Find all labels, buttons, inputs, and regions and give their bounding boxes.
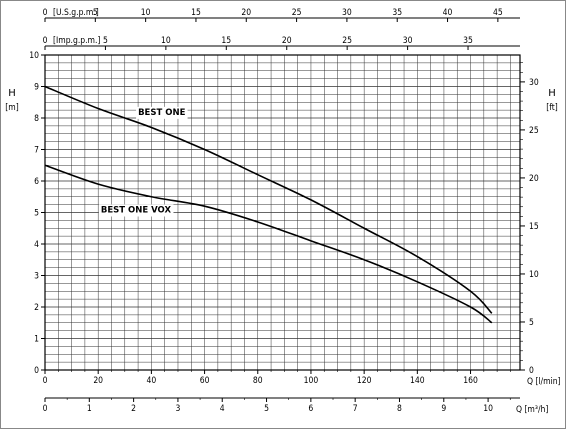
bottom-axis-tick-label: 100 — [304, 376, 319, 386]
usgpm-axis-tick-label: 35 — [392, 8, 402, 18]
impgpm-axis-tick-label: 25 — [342, 36, 352, 46]
impgpm-axis-tick-label: 10 — [161, 36, 171, 46]
usgpm-axis-tick-label: 5 — [93, 8, 98, 18]
left-axis-unit: [m] — [5, 103, 18, 113]
series-label-best-one-vox: BEST ONE VOX — [101, 206, 172, 216]
impgpm-axis-tick-label: 35 — [463, 36, 473, 46]
left-axis-tick-label: 4 — [34, 240, 39, 250]
left-axis-tick-label: 5 — [34, 209, 39, 219]
left-axis-tick-label: 2 — [34, 303, 39, 313]
m3h-axis-tick-label: 7 — [353, 404, 358, 414]
impgpm-axis-tick-label: 20 — [282, 36, 292, 46]
usgpm-axis-label: [U.S.g.p.m.] — [53, 8, 99, 18]
m3h-axis-tick-label: 6 — [308, 404, 313, 414]
usgpm-axis-tick-label: 40 — [443, 8, 453, 18]
right-axis-title: H — [548, 88, 556, 99]
m3h-axis-tick-label: 0 — [43, 404, 48, 414]
bottom-axis-tick-label: 160 — [463, 376, 478, 386]
series-label-bg — [98, 204, 174, 217]
m3h-axis-tick-label: 3 — [175, 404, 180, 414]
bottom-axis-tick-label: 20 — [93, 376, 103, 386]
m3h-axis-tick-label: 4 — [220, 404, 225, 414]
series-line-best-one-vox — [44, 164, 493, 324]
axis-labels: [U.S.g.p.m.] [Imp.g.p.m.] H [m] H [ft] Q [l/mi… — [5, 8, 560, 415]
usgpm-axis-tick-label: 10 — [141, 8, 151, 18]
right-axis-tick-label: 10 — [529, 270, 539, 280]
bottom-axis-tick-label: 0 — [43, 376, 48, 386]
m3h-axis-label: Q [m³/h] — [516, 405, 548, 415]
left-axis-tick-label: 1 — [34, 335, 39, 345]
right-axis-tick-label: 30 — [529, 78, 539, 88]
left-axis-tick-label: 10 — [29, 51, 39, 61]
left-axis-tick-label: 7 — [34, 146, 39, 156]
impgpm-axis-label: [Imp.g.p.m.] — [53, 36, 100, 46]
right-axis-tick-label: 0 — [529, 366, 534, 376]
grid — [45, 55, 520, 370]
right-axis-unit: [ft] — [546, 103, 558, 113]
bottom-axis-tick-label: 40 — [147, 376, 157, 386]
right-axis-tick-label: 25 — [529, 126, 539, 136]
usgpm-axis-tick-label: 45 — [493, 8, 503, 18]
m3h-axis-tick-label: 9 — [441, 404, 446, 414]
series-lines — [44, 85, 493, 324]
left-axis-tick-label: 0 — [34, 366, 39, 376]
impgpm-axis-tick-label: 30 — [403, 36, 413, 46]
left-axis-tick-label: 3 — [34, 272, 39, 282]
m3h-axis-tick-label: 2 — [131, 404, 136, 414]
left-axis-title: H — [8, 88, 16, 99]
right-axis-tick-label: 15 — [529, 222, 539, 232]
bottom-axis-tick-label: 120 — [357, 376, 372, 386]
series-label-bg — [136, 106, 188, 119]
usgpm-axis-tick-label: 15 — [191, 8, 201, 18]
lmin-axis-label: Q [l/min] — [527, 377, 561, 387]
usgpm-axis-tick-label: 25 — [292, 8, 302, 18]
bottom-axis-tick-label: 60 — [200, 376, 210, 386]
m3h-axis-tick-label: 10 — [483, 404, 493, 414]
right-axis-tick-label: 5 — [529, 318, 534, 328]
right-axis-tick-label: 20 — [529, 174, 539, 184]
usgpm-axis-tick-label: 30 — [342, 8, 352, 18]
left-axis-tick-label: 6 — [34, 177, 39, 187]
impgpm-axis-tick-label: 5 — [103, 36, 108, 46]
series-label-best-one: BEST ONE — [138, 108, 186, 118]
bottom-axis-tick-label: 140 — [410, 376, 425, 386]
impgpm-axis-tick-label: 0 — [43, 36, 48, 46]
bottom-axis-tick-label: 80 — [253, 376, 263, 386]
impgpm-axis-tick-label: 15 — [221, 36, 231, 46]
left-axis-tick-label: 9 — [34, 83, 39, 93]
m3h-axis-tick-label: 1 — [87, 404, 92, 414]
series-line-best-one — [44, 85, 493, 314]
left-axis-tick-label: 8 — [34, 114, 39, 124]
m3h-axis-tick-label: 5 — [264, 404, 269, 414]
usgpm-axis-tick-label: 20 — [241, 8, 251, 18]
m3h-axis-tick-label: 8 — [397, 404, 402, 414]
usgpm-axis-tick-label: 0 — [43, 8, 48, 18]
